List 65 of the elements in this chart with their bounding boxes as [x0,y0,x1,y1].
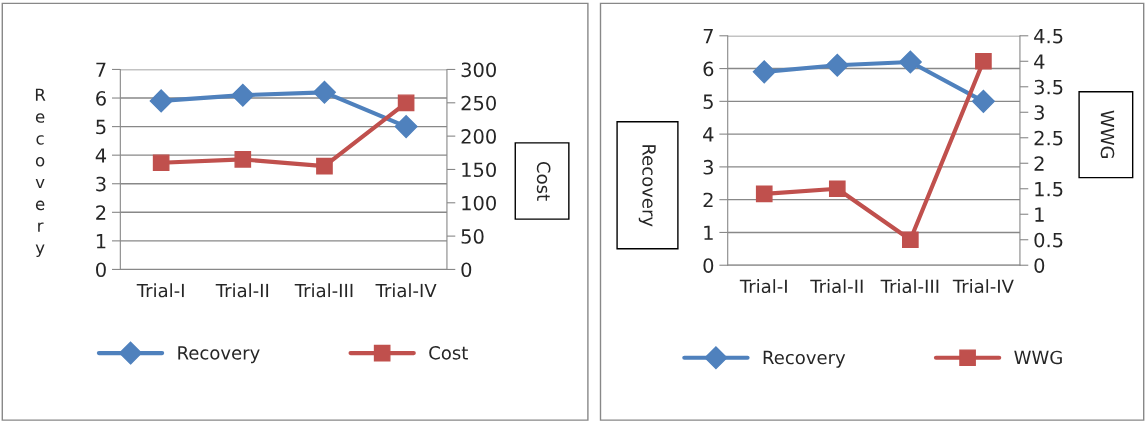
y2-axis-title: WWG [1100,110,1115,159]
point [902,231,919,249]
x-tick-label: Trial-I [136,283,184,298]
y2-tick-label: 50 [461,229,484,244]
y-tick-label: 2 [703,192,713,208]
y2-tick-label: 3 [1034,105,1044,120]
legend-label: Recovery [763,350,846,368]
y-tick-label: 2 [96,205,106,220]
y-tick-label: 1 [96,234,106,249]
x-tick-label: Trial-II [810,279,863,294]
point [149,89,173,113]
y-tick-label: 5 [703,94,713,109]
point [971,89,995,113]
legend-label: WWG [1014,350,1062,365]
y-tick-label: 0 [703,258,714,273]
legend-label: Recovery [178,346,260,364]
point [316,157,333,175]
y2-tick-label: 1 [1035,207,1044,222]
y2-tick-label: 2.5 [1034,130,1063,146]
y-tick-label: 6 [96,90,106,106]
y2-tick-label: 4 [1034,54,1045,69]
y-tick-label: 3 [703,159,713,175]
point [828,180,846,198]
point [152,154,170,172]
y2-axis-title: Cost [536,161,551,201]
point [755,185,773,203]
y2-tick-label: 300 [461,62,496,78]
x-tick-label: Trial-I [739,279,787,294]
x-tick-label: Trial-IV [375,283,437,298]
y-tick-label: 6 [703,61,714,77]
point [825,53,849,77]
y-tick-label: 1 [704,225,713,240]
point [312,80,336,104]
y-tick-label: 4 [703,127,714,142]
y-axis-title: Recovery [638,145,656,227]
y2-tick-label: 3.5 [1034,79,1063,95]
y2-tick-label: 2 [1034,156,1044,171]
point [394,115,418,139]
point [752,60,776,84]
y-tick-label: 7 [703,29,713,44]
y-tick-label: 3 [96,176,106,192]
y-tick-label: 7 [96,62,106,77]
point [231,83,255,107]
x-tick-label: Trial-III [294,283,353,298]
y2-tick-label: 0.5 [1034,232,1063,248]
y-tick-label: 0 [96,262,106,278]
y2-tick-label: 1.5 [1035,181,1063,197]
legend-label: Cost [429,346,468,360]
x-tick-label: Trial-III [880,279,939,294]
y2-tick-label: 150 [462,162,496,178]
y2-tick-label: 250 [461,95,496,111]
y2-tick-label: 200 [461,129,496,144]
y2-tick-label: 0 [461,262,472,278]
point [234,151,252,168]
x-tick-label: Trial-II [215,283,269,298]
y-tick-label: 5 [96,119,106,135]
y2-tick-label: 100 [462,195,496,211]
y-axis-title: Recovery [35,88,46,258]
y-tick-label: 4 [95,148,107,163]
y2-tick-label: 0 [1034,258,1045,273]
point [975,52,992,70]
y2-tick-label: 4.5 [1034,29,1063,44]
x-tick-label: Trial-IV [952,279,1014,294]
point [898,50,922,74]
point [397,94,415,112]
